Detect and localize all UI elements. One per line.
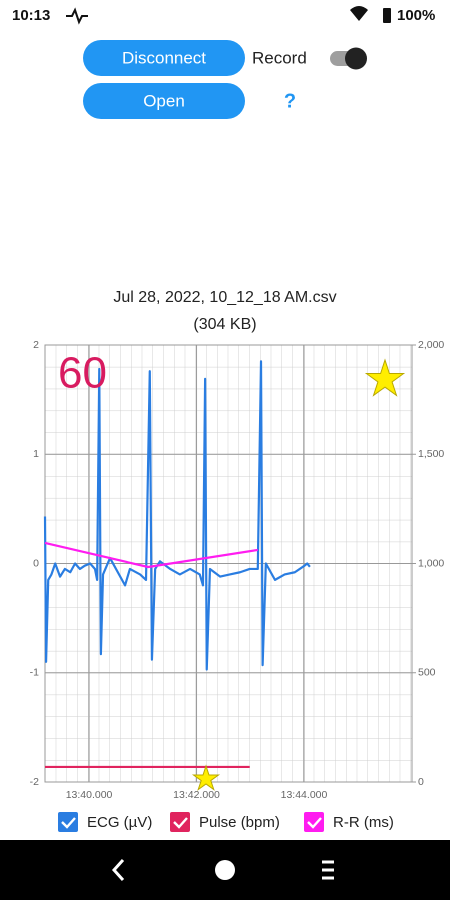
x-tick-label: 13:44.000 <box>281 789 328 801</box>
wifi-icon <box>350 6 368 21</box>
pulse-readout: 60 <box>58 349 107 398</box>
x-tick-label: 13:42.000 <box>173 789 220 801</box>
y2-tick-label: 1,500 <box>418 448 444 460</box>
y2-tick-label: 500 <box>418 667 436 679</box>
battery-level: 100% <box>397 7 435 24</box>
disconnect-button[interactable] <box>83 40 245 76</box>
toggle-knob <box>345 47 367 70</box>
status-bar <box>0 0 450 30</box>
star-icon[interactable] <box>364 358 406 397</box>
record-label: Record <box>252 48 307 67</box>
open-button[interactable] <box>83 83 245 119</box>
legend-label: R-R (ms) <box>333 814 394 831</box>
legend-checkbox[interactable] <box>58 812 78 832</box>
check-mark <box>307 817 322 829</box>
check-mark <box>173 817 188 829</box>
legend-checkbox[interactable] <box>304 812 324 832</box>
x-tick-label: 13:40.000 <box>66 789 113 801</box>
file-size: (304 KB) <box>193 316 256 333</box>
y2-tick-label: 0 <box>418 776 424 788</box>
file-name: Jul 28, 2022, 10_12_18 AM.csv <box>113 289 336 306</box>
y-tick-label: 1 <box>33 448 39 460</box>
y-tick-label: -1 <box>30 667 39 679</box>
help-button[interactable]: ? <box>284 90 296 112</box>
back-button[interactable] <box>111 858 125 882</box>
series-line <box>43 360 311 671</box>
legend-checkbox[interactable] <box>170 812 190 832</box>
y-tick-label: -2 <box>30 776 39 788</box>
open-label: Open <box>143 91 185 110</box>
y-tick-label: 0 <box>33 557 39 569</box>
legend-label: ECG (µV) <box>87 814 152 831</box>
series-line <box>44 541 258 569</box>
event-star <box>191 764 221 791</box>
y2-tick-label: 1,000 <box>418 557 444 569</box>
home-button[interactable] <box>215 860 235 880</box>
disconnect-label: Disconnect <box>122 48 206 67</box>
signal-icon <box>66 7 88 25</box>
battery-icon <box>383 8 391 23</box>
y2-tick-label: 2,000 <box>418 339 444 351</box>
y-tick-label: 2 <box>33 339 39 351</box>
check-mark <box>61 817 76 829</box>
legend-label: Pulse (bpm) <box>199 814 280 831</box>
clock: 10:13 <box>12 7 50 24</box>
recents-button[interactable] <box>322 860 334 880</box>
